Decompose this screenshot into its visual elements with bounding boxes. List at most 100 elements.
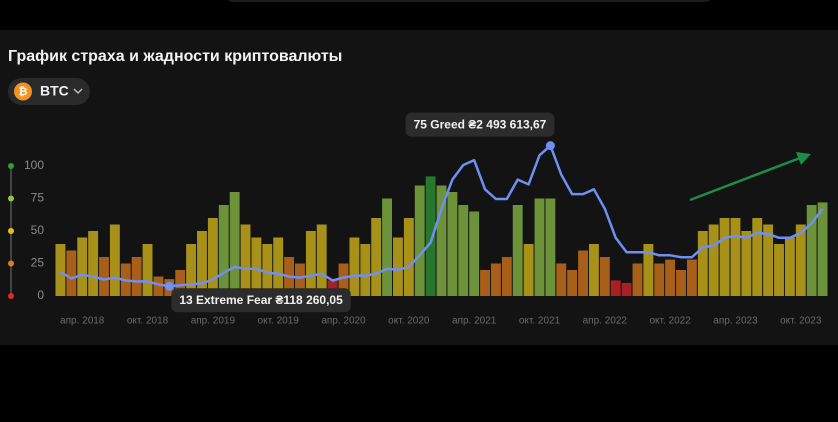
x-tick-label: апр. 2022 (583, 316, 628, 327)
bar (393, 237, 403, 296)
annotation-dot (545, 141, 555, 151)
x-tick-label: апр. 2019 (191, 316, 236, 327)
bar (251, 237, 262, 296)
bar (741, 231, 752, 296)
annotation-box (405, 112, 555, 137)
bar (99, 257, 109, 296)
y-tick-label: 75 (31, 191, 45, 205)
bar (414, 185, 425, 296)
bar (599, 257, 610, 296)
bar (774, 244, 784, 296)
bar (610, 280, 621, 296)
bar (556, 263, 567, 296)
x-tick-label: апр. 2021 (452, 316, 497, 327)
bar (523, 244, 534, 296)
bar (55, 244, 66, 296)
bar (175, 270, 186, 296)
top-bar (227, 0, 711, 2)
bar (425, 176, 436, 296)
coin-selector[interactable]: ₿ BTC (8, 78, 90, 105)
chart-title: График страха и жадности криптовалюты (8, 48, 342, 65)
bar (262, 244, 273, 296)
bar (632, 263, 643, 296)
bar (719, 218, 730, 296)
bar (676, 270, 686, 296)
arrow-head (796, 152, 811, 165)
annotation: 13 Extreme Fear ₴118 260,05 (171, 288, 351, 313)
annotation: 75 Greed ₴2 493 613,67 (405, 112, 555, 137)
bar (109, 224, 120, 296)
x-tick-label: окт. 2022 (649, 316, 691, 327)
bar (501, 257, 512, 296)
bar (806, 205, 817, 296)
bar (621, 283, 632, 296)
bar (371, 218, 382, 296)
bar (305, 231, 316, 296)
price-line (59, 144, 824, 288)
bar (480, 270, 490, 296)
bar (360, 244, 371, 296)
annotation-box (171, 288, 351, 313)
bar (654, 263, 665, 296)
bar (708, 224, 719, 296)
y-tick-dot (8, 195, 14, 202)
btc-icon-glyph: ₿ (19, 86, 28, 98)
trend-arrow (689, 152, 811, 202)
bar (588, 244, 599, 296)
bar (447, 192, 458, 296)
bar (686, 259, 697, 296)
annotation-text: 13 Extreme Fear ₴118 260,05 (179, 293, 343, 307)
bar (730, 218, 741, 296)
plot: 0 25 50 75 100 апр. 2018 окт. 2018 апр. 2019 окт… (8, 112, 828, 327)
x-tick-label: апр. 2020 (321, 316, 366, 327)
bar (752, 218, 763, 296)
x-tick-label: апр. 2023 (713, 316, 758, 327)
bar (338, 263, 349, 296)
selector-label[interactable]: BTC (40, 83, 69, 99)
bar (795, 224, 806, 296)
bar (490, 263, 501, 296)
bar (131, 257, 142, 296)
y-tick-dot (8, 163, 14, 169)
y-tick-dot (8, 293, 14, 299)
bar (66, 250, 77, 296)
bar (403, 218, 414, 296)
bar (229, 192, 240, 296)
bar (763, 224, 774, 296)
bar (153, 276, 164, 296)
bar (643, 244, 654, 296)
y-tick-label: 50 (31, 223, 45, 237)
arrow-line (689, 156, 801, 202)
x-tick-label: окт. 2023 (780, 316, 822, 327)
bar (784, 237, 795, 296)
bar (207, 218, 218, 296)
annotation-text: 75 Greed ₴2 493 613,67 (414, 117, 547, 131)
bar (545, 198, 556, 296)
bar (512, 205, 523, 296)
y-tick-label: 0 (37, 288, 44, 302)
x-tick-label: апр. 2018 (60, 316, 105, 327)
chevron (73, 88, 83, 95)
bar (197, 231, 207, 296)
bar (316, 224, 327, 296)
x-tick-label: окт. 2018 (127, 316, 169, 327)
y-tick-label: 25 (31, 256, 45, 270)
bar (382, 198, 393, 296)
bar (458, 205, 469, 296)
bar (697, 231, 708, 296)
bar (186, 244, 197, 296)
bar (349, 237, 360, 296)
x-tick-label: окт. 2020 (388, 316, 430, 327)
bar (240, 224, 251, 296)
bar (327, 280, 338, 296)
bar (469, 211, 480, 296)
y-tick-dot (8, 228, 14, 234)
annotation-dot (164, 281, 174, 291)
bar (273, 237, 284, 296)
bar (77, 237, 88, 296)
bar (436, 185, 447, 296)
btc-icon (14, 82, 32, 101)
bar (218, 205, 229, 296)
bar (578, 250, 588, 296)
